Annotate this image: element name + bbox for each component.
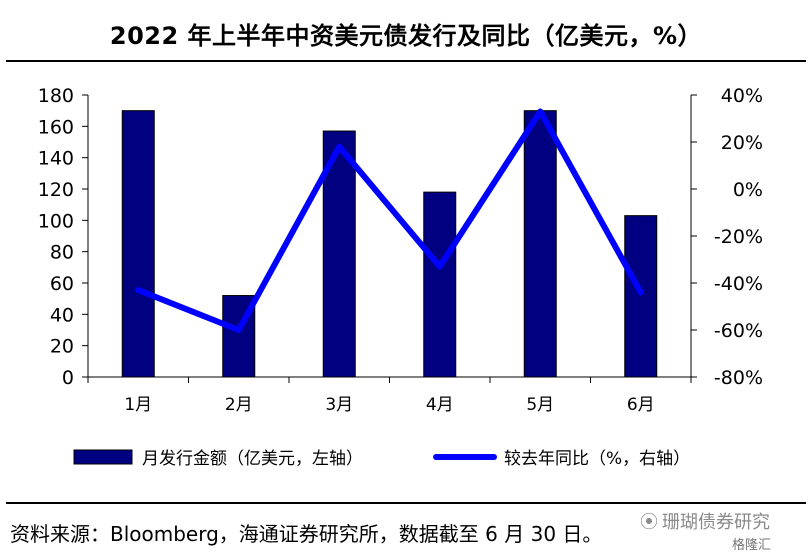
x-tick-label: 3月 bbox=[325, 395, 353, 415]
x-tick-label: 1月 bbox=[124, 395, 152, 415]
y-left-tick-label: 160 bbox=[38, 116, 74, 138]
y-right-tick-label: -60% bbox=[714, 320, 763, 342]
bottom-rule bbox=[6, 502, 806, 504]
line-series-yoy bbox=[138, 111, 641, 330]
bar-1月 bbox=[122, 111, 154, 377]
watermark-text: 珊瑚债券研究 bbox=[662, 508, 770, 534]
y-left-tick-label: 0 bbox=[62, 367, 74, 389]
bar-5月 bbox=[524, 111, 556, 377]
x-tick-label: 4月 bbox=[426, 395, 454, 415]
bar-6月 bbox=[625, 216, 657, 377]
watermark: ⦿ 珊瑚债券研究 格隆汇 bbox=[640, 508, 770, 534]
y-right-tick-label: 0% bbox=[733, 179, 763, 201]
x-tick-label: 5月 bbox=[526, 395, 554, 415]
x-tick-label: 2月 bbox=[225, 395, 253, 415]
y-right-tick-label: -40% bbox=[714, 273, 763, 295]
y-right-tick-label: 20% bbox=[721, 132, 763, 154]
y-right-tick-label: -20% bbox=[714, 226, 763, 248]
y-left-tick-label: 20 bbox=[50, 336, 74, 358]
y-left-tick-label: 100 bbox=[38, 210, 74, 232]
y-left-tick-label: 80 bbox=[50, 242, 74, 264]
x-tick-label: 6月 bbox=[627, 395, 655, 415]
y-left-tick-label: 40 bbox=[50, 304, 74, 326]
legend-bar-swatch bbox=[74, 450, 132, 464]
bar-4月 bbox=[424, 192, 456, 377]
legend-bar-label: 月发行金额（亿美元，左轴） bbox=[142, 449, 363, 469]
y-left-tick-label: 140 bbox=[38, 148, 74, 170]
watermark-badge: 格隆汇 bbox=[732, 534, 771, 553]
source-note: 资料来源：Bloomberg，海通证券研究所，数据截至 6 月 30 日。 bbox=[10, 518, 602, 547]
legend-line-label: 较去年同比（%，右轴） bbox=[504, 449, 690, 469]
y-right-tick-label: 40% bbox=[721, 85, 763, 107]
y-left-tick-label: 60 bbox=[50, 273, 74, 295]
wechat-icon: ⦿ bbox=[640, 508, 658, 534]
y-left-tick-label: 180 bbox=[38, 85, 74, 107]
y-right-tick-label: -80% bbox=[714, 367, 763, 389]
y-left-tick-label: 120 bbox=[38, 179, 74, 201]
chart-svg: 0 20 40 60 80 100 120 140 160 180 -80% -60% -40% -20%… bbox=[0, 0, 812, 500]
